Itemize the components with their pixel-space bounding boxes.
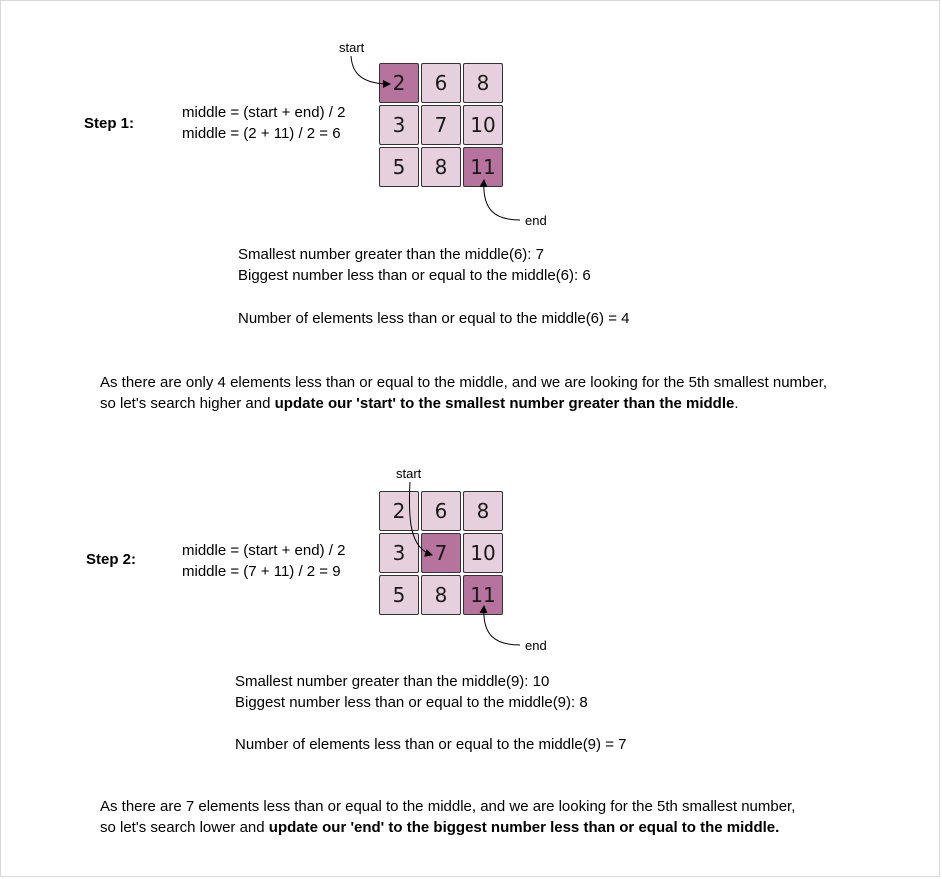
- step2-cell-0-1: 6: [421, 491, 461, 531]
- step2-cell-2-0: 5: [379, 575, 419, 615]
- step2-cell-1-2: 10: [463, 533, 503, 573]
- step1-explanation-line2: so let's search higher and update our 's…: [100, 393, 739, 414]
- step1-cell-2-2: 11: [463, 147, 503, 187]
- step1-info-biggest: Biggest number less than or equal to the…: [238, 267, 591, 284]
- step1-explanation-line1: As there are only 4 elements less than o…: [100, 374, 828, 391]
- step2-end-arrow: [479, 605, 521, 646]
- step1-explanation-bold: update our 'start' to the smallest numbe…: [274, 395, 735, 412]
- step1-label: Step 1:: [84, 115, 135, 132]
- step2-explanation-pre: so let's search lower and: [100, 819, 269, 836]
- step2-start-arrow: [408, 481, 433, 557]
- step2-cell-1-0: 3: [379, 533, 419, 573]
- step2-matrix: 2 6 8 3 7 10 5 8 11: [379, 491, 503, 615]
- step2-start-label: start: [396, 466, 422, 481]
- step2-info-biggest: Biggest number less than or equal to the…: [235, 694, 588, 711]
- step1-end-arrow: [479, 179, 521, 221]
- step2-cell-2-1: 8: [421, 575, 461, 615]
- step2-explanation-line1: As there are 7 elements less than or equ…: [100, 798, 796, 815]
- step2-cell-2-2: 11: [463, 575, 503, 615]
- step2-info-smallest: Smallest number greater than the middle(…: [235, 673, 550, 690]
- step1-matrix: 2 6 8 3 7 10 5 8 11: [379, 63, 503, 187]
- step1-start-label: start: [339, 40, 365, 55]
- step2-end-label: end: [525, 638, 547, 653]
- step2-explanation-line2: so let's search lower and update our 'en…: [100, 817, 779, 838]
- step1-cell-2-1: 8: [421, 147, 461, 187]
- step2-explanation-bold: update our 'end' to the biggest number l…: [268, 819, 780, 836]
- step2-formula-line1: middle = (start + end) / 2: [182, 542, 346, 559]
- step1-end-label: end: [525, 213, 547, 228]
- step1-start-arrow: [350, 55, 391, 88]
- step1-cell-1-0: 3: [379, 105, 419, 145]
- step1-info-smallest: Smallest number greater than the middle(…: [238, 246, 544, 263]
- step1-cell-1-1: 7: [421, 105, 461, 145]
- step1-formula-line2: middle = (2 + 11) / 2 = 6: [182, 125, 341, 142]
- step2-cell-0-2: 8: [463, 491, 503, 531]
- step1-cell-0-1: 6: [421, 63, 461, 103]
- step2-info-count: Number of elements less than or equal to…: [235, 736, 627, 753]
- step1-explanation-post: .: [734, 395, 739, 412]
- step1-info-count: Number of elements less than or equal to…: [238, 310, 630, 327]
- step2-formula-line2: middle = (7 + 11) / 2 = 9: [182, 563, 341, 580]
- step1-cell-2-0: 5: [379, 147, 419, 187]
- step2-cell-0-0: 2: [379, 491, 419, 531]
- step1-cell-0-2: 8: [463, 63, 503, 103]
- step1-explanation-pre: so let's search higher and: [100, 395, 275, 412]
- step2-label: Step 2:: [86, 551, 137, 568]
- step1-cell-1-2: 10: [463, 105, 503, 145]
- step1-formula-line1: middle = (start + end) / 2: [182, 104, 346, 121]
